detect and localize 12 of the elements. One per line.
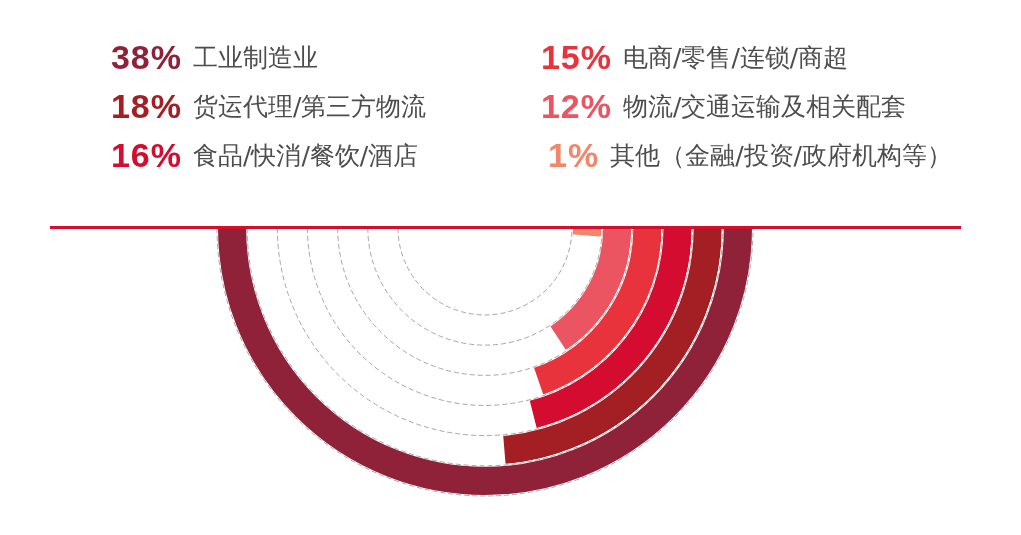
category-label: 货运代理/第三方物流: [193, 91, 427, 123]
category-label: 食品/快消/餐饮/酒店: [193, 140, 419, 172]
data-label: 12%: [539, 87, 612, 126]
category-label: 物流/交通运输及相关配套: [623, 91, 907, 123]
data-label: 18%: [109, 87, 182, 126]
category-label: 电商/零售/连锁/商超: [623, 42, 849, 74]
category-label: 其他（金融/投资/政府机构等）: [610, 140, 952, 172]
data-label: 38%: [109, 38, 182, 77]
data-label: 1%: [547, 136, 600, 175]
data-label: 15%: [539, 38, 612, 77]
category-label: 工业制造业: [193, 42, 318, 74]
data-label: 16%: [109, 136, 182, 175]
